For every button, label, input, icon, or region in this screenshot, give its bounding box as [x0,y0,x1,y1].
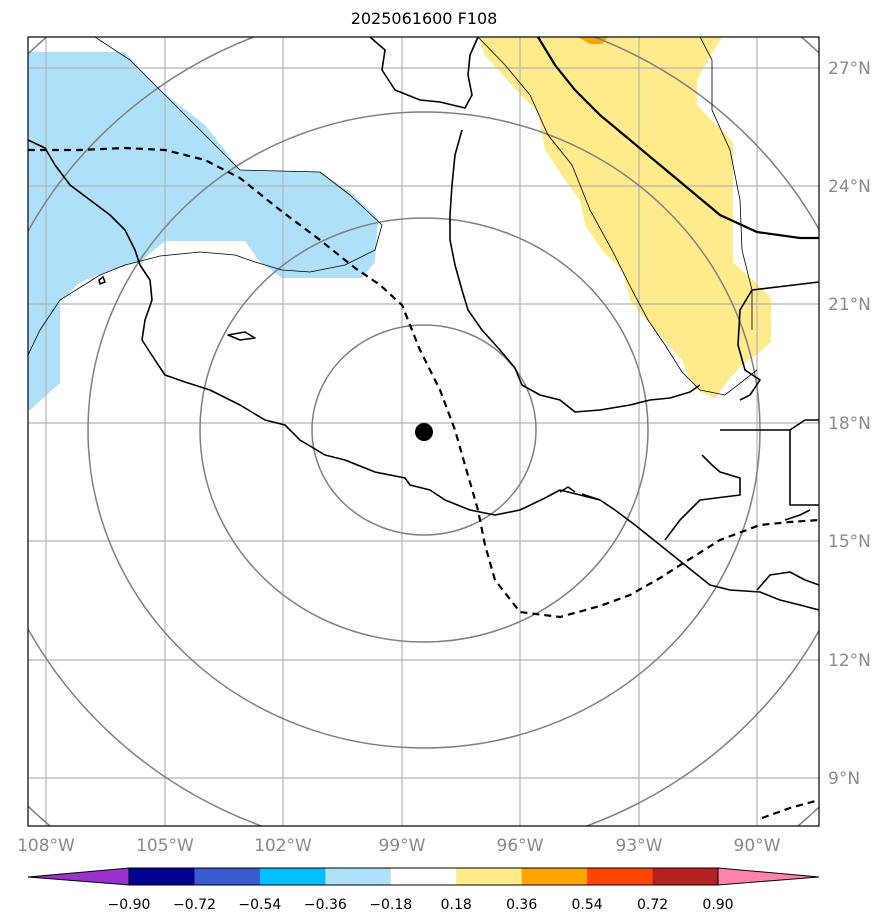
longitude-labels: 108°W 105°W 102°W 99°W 96°W 93°W 90°W [17,836,781,856]
colorbar-tick-label: −0.54 [238,897,281,913]
colorbar-tick-label: 0.18 [441,897,472,913]
colorbar-tick-label: 0.72 [637,897,668,913]
lon-label: 102°W [254,836,312,856]
lat-label: 21°N [828,295,871,315]
colorbar-cell [587,868,654,885]
latitude-labels: 27°N 24°N 21°N 18°N 15°N 12°N 9°N [828,59,871,789]
colorbar-cell [259,868,326,885]
colorbar-tick-label: −0.36 [304,897,347,913]
colorbar-cell [194,868,261,885]
graticule [28,37,819,826]
lat-label: 15°N [828,532,871,552]
lat-label: 18°N [828,414,871,434]
solid-contour [537,37,819,240]
coastlines [28,37,819,611]
lon-label: 108°W [17,836,75,856]
lon-label: 96°W [497,836,544,856]
colorbar-cell [456,868,523,885]
colorbar-cell [390,868,457,885]
map-frame [27,36,820,827]
lat-label: 24°N [828,177,871,197]
lon-label: 99°W [379,836,426,856]
colorbar-tick-label: 0.54 [572,897,603,913]
dashed-contour-west [28,146,819,619]
colorbar: −0.90 −0.72 −0.54 −0.36 −0.18 0.18 0.36 0.54 0.7… [27,867,820,913]
lon-label: 93°W [616,836,663,856]
colorbar-cell [325,868,392,885]
colorbar-tick-label: −0.90 [108,897,151,913]
lat-label: 12°N [828,651,871,671]
colorbar-cell [652,868,719,885]
lon-label: 105°W [136,836,194,856]
lat-label: 27°N [828,59,871,79]
positive-anomaly-region [478,37,771,398]
negative-anomaly-region [28,52,378,410]
storm-center-dot [415,423,433,441]
map-title: 2025061600 F108 [350,9,498,28]
colorbar-tick-label: −0.72 [173,897,216,913]
lon-label: 90°W [734,836,781,856]
colorbar-tick-label: 0.36 [506,897,537,913]
colorbar-cell [129,868,195,885]
dashed-contour-south [761,798,819,820]
colorbar-extend-right [717,867,820,886]
colorbar-extend-left [27,867,130,886]
lat-label: 9°N [828,769,860,789]
colorbar-tick-label: −0.18 [369,897,412,913]
colorbar-tick-label: 0.90 [702,897,733,913]
colorbar-cell [521,868,588,885]
